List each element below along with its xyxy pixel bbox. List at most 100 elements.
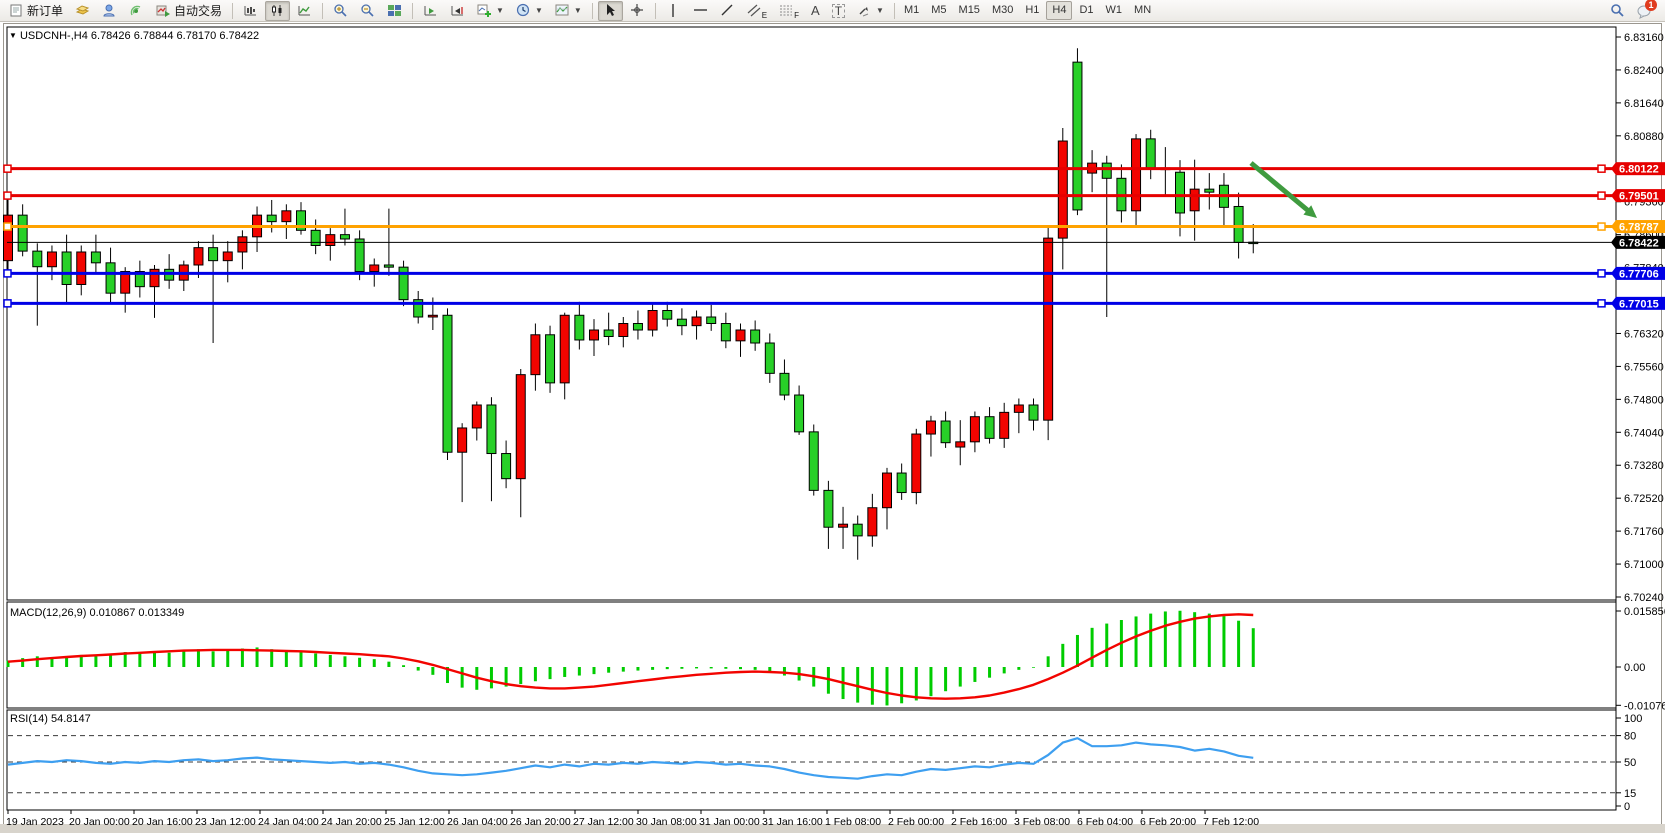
chart-shift-button[interactable] xyxy=(445,1,470,21)
auto-trading-button[interactable]: 自动交易 xyxy=(151,1,227,21)
template-icon xyxy=(555,3,570,18)
horizontal-line-tool-button[interactable] xyxy=(688,1,713,21)
auto-trading-label: 自动交易 xyxy=(174,4,223,18)
timeframe-h1-button[interactable]: H1 xyxy=(1025,4,1040,16)
candles-layer xyxy=(3,48,1259,560)
macd-axis: 0.015856 0.00 -0.01076 xyxy=(1616,606,1665,712)
templates-button[interactable]: ▼ xyxy=(550,1,587,21)
svg-text:1 Feb 08:00: 1 Feb 08:00 xyxy=(825,816,881,828)
periods-button[interactable]: ▼ xyxy=(511,1,548,21)
trend-arrow-annotation xyxy=(1249,161,1317,218)
auto-scroll-button[interactable] xyxy=(418,1,443,21)
vertical-line-tool-button[interactable] xyxy=(661,1,686,21)
bar-chart-icon xyxy=(243,3,258,18)
toolbar-separator xyxy=(591,2,593,19)
svg-text:6.74040: 6.74040 xyxy=(1624,427,1664,439)
svg-text:20 Jan 00:00: 20 Jan 00:00 xyxy=(69,816,130,828)
svg-text:31 Jan 00:00: 31 Jan 00:00 xyxy=(699,816,760,828)
svg-text:24 Jan 20:00: 24 Jan 20:00 xyxy=(321,816,382,828)
line-chart-type-button[interactable] xyxy=(292,1,317,21)
svg-text:27 Jan 12:00: 27 Jan 12:00 xyxy=(573,816,634,828)
svg-text:0: 0 xyxy=(1624,801,1630,813)
price-tag xyxy=(1616,235,1665,249)
fibonacci-icon xyxy=(779,3,794,18)
timeframe-m30-button[interactable]: M30 xyxy=(991,4,1014,16)
timeframe-h4-button[interactable]: H4 xyxy=(1046,1,1073,20)
arrows-tool-button[interactable]: ▼ xyxy=(852,1,889,21)
trendline-tool-button[interactable] xyxy=(715,1,740,21)
chat-bubble-icon: 1 xyxy=(1636,0,1657,19)
svg-text:6.78787: 6.78787 xyxy=(1619,222,1659,234)
label-tool-letter: T xyxy=(831,3,846,18)
cursor-tool-button[interactable] xyxy=(597,0,623,21)
rsi-indicator-label: RSI(14) 54.8147 xyxy=(10,713,91,725)
profile-button[interactable] xyxy=(97,1,122,21)
svg-text:0.00: 0.00 xyxy=(1624,662,1645,674)
timeframe-m5-button[interactable]: M5 xyxy=(931,4,947,16)
text-tool-button[interactable]: A xyxy=(806,1,825,21)
line-handle[interactable] xyxy=(1597,164,1606,173)
svg-text:6.78422: 6.78422 xyxy=(1619,237,1659,249)
new-order-button[interactable]: 新订单 xyxy=(4,1,68,21)
toolbar: 新订单 自动交易 xyxy=(0,0,1665,22)
svg-text:2 Feb 16:00: 2 Feb 16:00 xyxy=(951,816,1007,828)
chart-header: ▼ USDCNH-,H4 6.78426 6.78844 6.78170 6.7… xyxy=(9,30,259,42)
svg-text:6.70240: 6.70240 xyxy=(1624,592,1664,604)
search-button[interactable] xyxy=(1604,1,1629,21)
time-axis: 19 Jan 2023 20 Jan 00:00 20 Jan 16:00 23 Ja… xyxy=(6,810,1259,828)
candlestick-chart-type-button[interactable] xyxy=(265,0,291,21)
line-handle[interactable] xyxy=(3,222,12,231)
price-tag xyxy=(1616,220,1665,234)
line-handle[interactable] xyxy=(1597,191,1606,200)
line-handle[interactable] xyxy=(3,164,12,173)
line-handle[interactable] xyxy=(1597,299,1606,308)
fibonacci-tool-button[interactable]: F xyxy=(774,1,804,21)
dropdown-caret-icon: ▼ xyxy=(496,6,504,15)
trendline-icon xyxy=(720,3,735,18)
zoom-in-icon xyxy=(333,3,348,18)
macd-signal-line xyxy=(7,613,1254,700)
line-handle[interactable] xyxy=(3,269,12,278)
svg-text:6.73280: 6.73280 xyxy=(1624,460,1664,472)
line-handle[interactable] xyxy=(1597,269,1606,278)
chart-canvas[interactable]: 6.831606.824006.816406.808806.801206.793… xyxy=(0,22,1665,833)
line-handle[interactable] xyxy=(3,299,12,308)
svg-text:15: 15 xyxy=(1624,788,1636,800)
ledger-button[interactable] xyxy=(70,1,95,21)
svg-text:6 Feb 20:00: 6 Feb 20:00 xyxy=(1140,816,1196,828)
timeframe-mn-button[interactable]: MN xyxy=(1134,4,1152,16)
price-tag xyxy=(1616,189,1665,203)
svg-text:6.77015: 6.77015 xyxy=(1619,298,1659,310)
profile-icon xyxy=(102,3,117,18)
text-label-tool-button[interactable]: T xyxy=(827,1,850,21)
zoom-out-icon xyxy=(360,3,375,18)
line-handle[interactable] xyxy=(1597,222,1606,231)
indicators-button[interactable]: ▼ xyxy=(472,1,509,21)
arrow-head xyxy=(1303,205,1317,218)
signal-button[interactable] xyxy=(124,1,149,21)
dropdown-caret-icon: ▼ xyxy=(573,6,582,15)
timeframe-m15-button[interactable]: M15 xyxy=(958,4,980,16)
timeframe-bar: M1 M5 M15 M30 H1 H4 D1 W1 MN xyxy=(899,1,1156,20)
zoom-out-button[interactable] xyxy=(355,1,380,21)
timeframe-m1-button[interactable]: M1 xyxy=(903,4,920,16)
search-icon xyxy=(1609,3,1624,18)
svg-text:6.80880: 6.80880 xyxy=(1624,131,1664,143)
tile-windows-icon xyxy=(387,3,402,18)
svg-text:0.015856: 0.015856 xyxy=(1624,606,1665,618)
chart-window[interactable]: ▼ USDCNH-,H4 6.78426 6.78844 6.78170 6.7… xyxy=(0,22,1665,833)
bar-chart-type-button[interactable] xyxy=(238,1,263,21)
timeframe-w1-button[interactable]: W1 xyxy=(1105,4,1123,16)
zoom-in-button[interactable] xyxy=(328,1,353,21)
line-handle[interactable] xyxy=(3,191,12,200)
timeframe-d1-button[interactable]: D1 xyxy=(1079,4,1094,16)
notifications-button[interactable]: 1 xyxy=(1631,0,1657,21)
price-tag xyxy=(1616,296,1665,310)
svg-text:7 Feb 12:00: 7 Feb 12:00 xyxy=(1203,816,1259,828)
equidistant-channel-tool-button[interactable]: E xyxy=(742,1,772,21)
crosshair-tool-button[interactable] xyxy=(625,1,650,21)
svg-text:100: 100 xyxy=(1624,713,1642,725)
toolbar-separator xyxy=(232,2,234,19)
tile-windows-button[interactable] xyxy=(382,1,407,21)
